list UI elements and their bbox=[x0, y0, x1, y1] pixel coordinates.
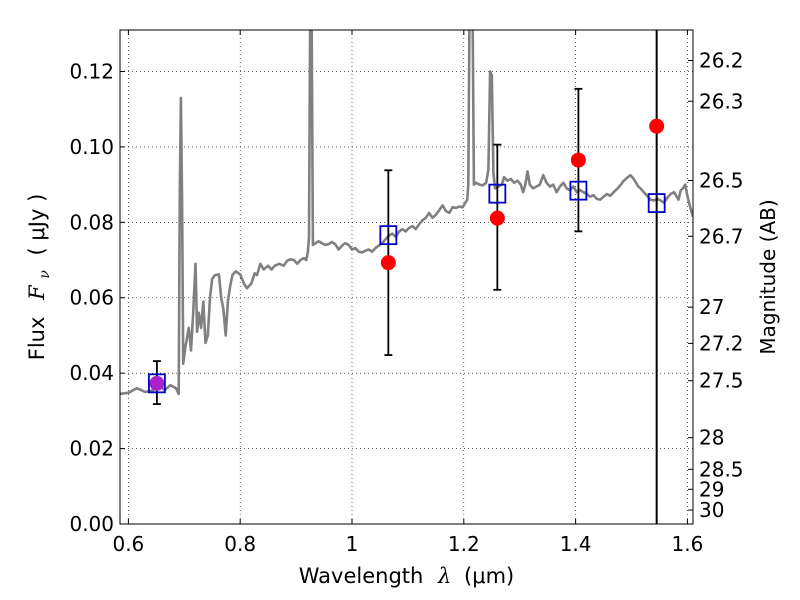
model-photometry-square bbox=[647, 193, 666, 213]
y2-tick-label: 28.5 bbox=[699, 457, 744, 481]
model-photometry-square bbox=[569, 180, 588, 201]
y-tick-label: 0.00 bbox=[69, 512, 114, 536]
observed-point-red bbox=[570, 152, 586, 168]
y-axis-label-symbol-sub: ν bbox=[37, 270, 53, 279]
y-axis-label-symbol: F bbox=[25, 284, 49, 301]
y2-tick-label: 27.2 bbox=[699, 331, 744, 355]
y-axis-label-prefix: Flux bbox=[25, 317, 49, 361]
observed-point-red bbox=[489, 210, 505, 226]
x-axis-label-unit: (μm) bbox=[464, 564, 514, 588]
y2-tick-label: 27.5 bbox=[699, 369, 744, 393]
y-tick-label: 0.12 bbox=[69, 59, 114, 83]
observed-point-purple bbox=[149, 375, 165, 391]
x-tick-label: 1.4 bbox=[560, 532, 592, 556]
marker-layer bbox=[147, 30, 666, 524]
x-tick-label: 0.8 bbox=[224, 532, 256, 556]
y2-tick-label: 26.7 bbox=[699, 224, 744, 248]
y2-tick-label: 26.5 bbox=[699, 168, 744, 192]
y-axis-label: Flux F ν ( μJy ) bbox=[25, 194, 54, 361]
model-photometry-square bbox=[379, 225, 398, 246]
x-axis-label: Wavelength λ (μm) bbox=[299, 564, 514, 588]
tick-layer: 0.6 0.8 1 1.2 1.4 1.6 0.00 0.02 0.04 0.06 0.08 0.10… bbox=[69, 30, 744, 556]
y2-tick-label: 28 bbox=[699, 426, 724, 450]
y2-tick-label: 29 bbox=[699, 477, 724, 501]
y2-axis-label: Magnitude (AB) bbox=[756, 199, 780, 354]
y-tick-label: 0.02 bbox=[69, 437, 114, 461]
y2-tick-label: 30 bbox=[699, 498, 724, 522]
model-photometry-square bbox=[488, 183, 507, 204]
y2-tick-label: 27 bbox=[699, 295, 724, 319]
y-tick-label: 0.10 bbox=[69, 135, 114, 159]
x-tick-label: 1.6 bbox=[672, 532, 704, 556]
y2-tick-label: 26.3 bbox=[699, 89, 744, 113]
x-axis-label-prefix: Wavelength bbox=[299, 564, 424, 588]
plot-frame bbox=[119, 29, 694, 525]
observed-point-red bbox=[380, 255, 396, 271]
y-axis-label-unit: ( μJy ) bbox=[25, 194, 49, 256]
grid-layer bbox=[120, 30, 693, 525]
x-axis-label-symbol: λ bbox=[437, 564, 451, 588]
x-tick-label: 1 bbox=[346, 532, 359, 556]
y-tick-label: 0.04 bbox=[69, 361, 114, 385]
model-photometry-square bbox=[147, 373, 166, 394]
x-tick-label: 1.2 bbox=[448, 532, 480, 556]
y-tick-label: 0.06 bbox=[69, 286, 114, 310]
y-tick-label: 0.08 bbox=[69, 210, 114, 234]
model-spectrum-line bbox=[120, 30, 693, 396]
x-tick-label: 0.6 bbox=[112, 532, 144, 556]
y2-tick-label: 26.2 bbox=[699, 49, 744, 73]
spectrum-layer bbox=[120, 30, 693, 396]
observed-point-red bbox=[649, 118, 665, 134]
